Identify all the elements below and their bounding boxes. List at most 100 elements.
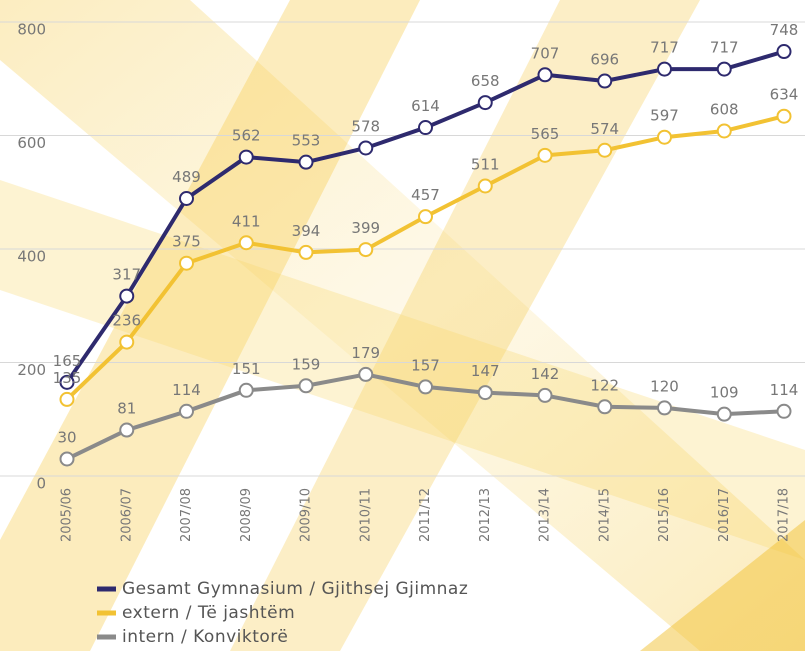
y-tick-label: 200 [17, 361, 46, 379]
data-point [119, 288, 135, 304]
data-label: 165 [53, 352, 82, 370]
data-point [119, 334, 135, 350]
data-point [537, 387, 553, 403]
data-point [358, 242, 374, 258]
data-label: 142 [531, 365, 560, 383]
data-point [537, 67, 553, 83]
data-label: 565 [531, 125, 560, 143]
data-label: 375 [172, 233, 201, 251]
data-point [298, 244, 314, 260]
data-label: 114 [172, 381, 201, 399]
y-tick-label: 800 [17, 21, 46, 39]
data-label: 151 [232, 360, 261, 378]
data-point [776, 108, 792, 124]
data-point [418, 120, 433, 136]
data-point [776, 44, 792, 60]
data-point [59, 391, 75, 407]
data-label: 114 [770, 381, 799, 399]
x-tick-label: 2012/13 [478, 488, 493, 542]
x-tick-label: 2016/17 [717, 488, 732, 542]
data-point [238, 382, 254, 398]
data-point [477, 95, 493, 111]
data-point [298, 154, 314, 170]
data-label: 562 [232, 127, 261, 145]
data-label: 30 [57, 428, 76, 446]
data-point [418, 379, 433, 395]
data-label: 411 [232, 212, 261, 230]
data-point [179, 255, 194, 271]
data-label: 748 [770, 21, 799, 39]
data-point [657, 61, 672, 77]
data-point [238, 235, 254, 251]
data-label: 122 [590, 376, 619, 394]
data-label: 634 [770, 86, 799, 104]
y-tick-label: 0 [36, 475, 46, 493]
data-label: 179 [351, 344, 380, 362]
x-tick-label: 2014/15 [597, 488, 612, 542]
y-tick-label: 600 [17, 134, 46, 152]
data-label: 109 [710, 384, 739, 402]
x-tick-label: 2008/09 [239, 488, 254, 542]
data-label: 614 [411, 97, 440, 115]
data-label: 135 [53, 369, 82, 387]
y-tick-label: 400 [17, 248, 46, 266]
x-tick-label: 2017/18 [777, 488, 792, 542]
data-label: 157 [411, 356, 440, 374]
data-point [298, 378, 314, 394]
data-point [358, 140, 374, 156]
data-point [716, 406, 732, 422]
data-label: 707 [531, 44, 560, 62]
data-point [597, 142, 613, 158]
data-label: 717 [650, 39, 679, 57]
data-point [477, 178, 493, 194]
legend-label: intern / Konviktorë [122, 627, 288, 647]
data-label: 597 [650, 107, 679, 125]
x-tick-label: 2013/14 [538, 488, 553, 542]
data-label: 717 [710, 39, 739, 57]
data-label: 147 [471, 362, 500, 380]
x-tick-label: 2006/07 [119, 488, 134, 542]
data-point [119, 422, 135, 438]
data-point [597, 73, 613, 89]
data-point [716, 61, 732, 77]
data-point [238, 149, 254, 165]
data-label: 511 [471, 156, 500, 174]
data-point [418, 209, 433, 225]
data-label: 159 [292, 355, 321, 373]
data-label: 399 [351, 219, 380, 237]
data-label: 608 [710, 100, 739, 118]
data-point [657, 129, 672, 145]
data-point [716, 123, 732, 139]
data-label: 317 [112, 266, 141, 284]
data-point [179, 190, 194, 206]
data-label: 574 [590, 120, 619, 138]
x-tick-label: 2007/08 [179, 488, 194, 542]
data-point [358, 366, 374, 382]
data-label: 578 [351, 117, 380, 135]
data-point [537, 147, 553, 163]
data-label: 553 [292, 132, 321, 150]
data-label: 394 [292, 222, 321, 240]
data-label: 489 [172, 168, 201, 186]
x-tick-label: 2005/06 [60, 488, 75, 542]
data-point [657, 400, 672, 416]
legend-label: extern / Të jashtëm [122, 603, 295, 623]
data-label: 81 [117, 400, 136, 418]
x-tick-label: 2009/10 [299, 488, 314, 542]
data-label: 236 [112, 312, 141, 330]
data-point [59, 374, 75, 390]
data-point [477, 385, 493, 401]
data-point [59, 451, 75, 467]
data-point [776, 403, 792, 419]
data-label: 457 [411, 186, 440, 204]
data-label: 120 [650, 377, 679, 395]
x-tick-label: 2010/11 [358, 488, 373, 542]
legend-label: Gesamt Gymnasium / Gjithsej Gjimnaz [122, 579, 468, 599]
data-point [597, 399, 613, 415]
x-tick-label: 2011/12 [418, 488, 433, 542]
data-label: 658 [471, 72, 500, 90]
data-label: 696 [590, 51, 619, 69]
